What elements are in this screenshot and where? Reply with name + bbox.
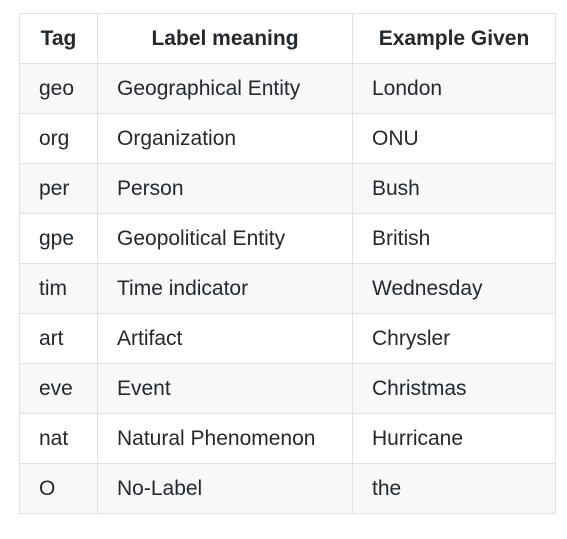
cell-example: Chrysler	[352, 313, 556, 364]
cell-example: British	[352, 213, 556, 264]
cell-example: Bush	[352, 163, 556, 214]
cell-tag: O	[19, 463, 98, 514]
header-row: Tag Label meaning Example Given	[19, 13, 556, 64]
cell-example: Wednesday	[352, 263, 556, 314]
table-row: eve Event Christmas	[19, 363, 556, 414]
cell-label-meaning: Time indicator	[97, 263, 353, 314]
cell-label-meaning: Geographical Entity	[97, 63, 353, 114]
cell-tag: art	[19, 313, 98, 364]
cell-example: Hurricane	[352, 413, 556, 464]
cell-tag: eve	[19, 363, 98, 414]
table-row: gpe Geopolitical Entity British	[19, 213, 556, 264]
header-example-given: Example Given	[352, 13, 556, 64]
cell-label-meaning: No-Label	[97, 463, 353, 514]
header-tag: Tag	[19, 13, 98, 64]
cell-label-meaning: Person	[97, 163, 353, 214]
header-label-meaning: Label meaning	[97, 13, 353, 64]
cell-example: London	[352, 63, 556, 114]
cell-tag: nat	[19, 413, 98, 464]
cell-tag: org	[19, 113, 98, 164]
cell-example: the	[352, 463, 556, 514]
cell-label-meaning: Artifact	[97, 313, 353, 364]
cell-example: Christmas	[352, 363, 556, 414]
table-row: tim Time indicator Wednesday	[19, 263, 556, 314]
cell-label-meaning: Geopolitical Entity	[97, 213, 353, 264]
cell-tag: gpe	[19, 213, 98, 264]
table-row: art Artifact Chrysler	[19, 313, 556, 364]
cell-tag: tim	[19, 263, 98, 314]
cell-example: ONU	[352, 113, 556, 164]
ner-tag-table: Tag Label meaning Example Given geo Geog…	[19, 13, 556, 514]
cell-tag: geo	[19, 63, 98, 114]
cell-label-meaning: Event	[97, 363, 353, 414]
cell-tag: per	[19, 163, 98, 214]
table-row: nat Natural Phenomenon Hurricane	[19, 413, 556, 464]
table-body: geo Geographical Entity London org Organ…	[19, 63, 556, 514]
table-row: org Organization ONU	[19, 113, 556, 164]
table-row: geo Geographical Entity London	[19, 63, 556, 114]
table-header: Tag Label meaning Example Given	[19, 13, 556, 64]
cell-label-meaning: Organization	[97, 113, 353, 164]
table-row: O No-Label the	[19, 463, 556, 514]
cell-label-meaning: Natural Phenomenon	[97, 413, 353, 464]
table-row: per Person Bush	[19, 163, 556, 214]
